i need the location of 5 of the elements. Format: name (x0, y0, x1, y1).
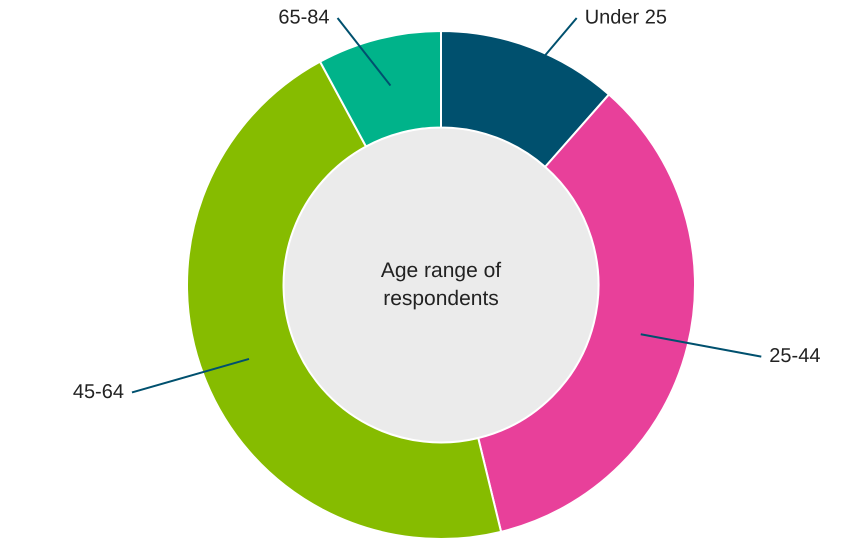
slice-label: Under 25 (584, 6, 667, 29)
slice-label: 25-44 (769, 345, 820, 368)
text: Age range of respondents (380, 258, 502, 312)
slice-label: 65-84 (278, 6, 330, 29)
slice-label: 45-64 (72, 380, 124, 403)
